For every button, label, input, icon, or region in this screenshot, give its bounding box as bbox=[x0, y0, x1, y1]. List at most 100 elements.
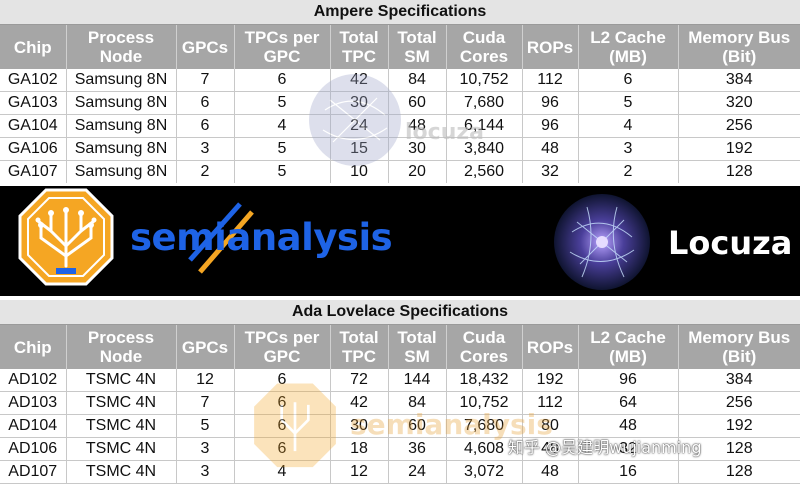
table-cell: Samsung 8N bbox=[66, 115, 176, 138]
table-cell: 30 bbox=[330, 92, 388, 115]
zhihu-watermark: 知乎 @吴建明wujianming bbox=[508, 434, 701, 458]
locuza-wordmark: Locuza bbox=[668, 224, 792, 262]
semianalysis-logo-icon bbox=[16, 186, 116, 294]
column-header-line: Cuda bbox=[447, 328, 522, 347]
table-cell: 3 bbox=[578, 138, 678, 161]
table-cell: 18,432 bbox=[446, 369, 522, 392]
column-header: Memory Bus(Bit) bbox=[678, 325, 800, 369]
column-header-line: ROPs bbox=[523, 338, 578, 357]
column-header: Chip bbox=[0, 325, 66, 369]
column-header-line: Node bbox=[67, 47, 176, 66]
table-cell: Samsung 8N bbox=[66, 138, 176, 161]
table-cell: 384 bbox=[678, 369, 800, 392]
table-cell: 48 bbox=[522, 461, 578, 484]
table-cell: 128 bbox=[678, 461, 800, 484]
table-cell: 384 bbox=[678, 69, 800, 92]
table-cell: Samsung 8N bbox=[66, 69, 176, 92]
table-cell: AD103 bbox=[0, 392, 66, 415]
table-cell: 12 bbox=[176, 369, 234, 392]
column-header-line: Total bbox=[389, 328, 446, 347]
table-cell: 256 bbox=[678, 392, 800, 415]
table-cell: 96 bbox=[522, 92, 578, 115]
table-cell: 6 bbox=[176, 92, 234, 115]
table-cell: 4 bbox=[234, 461, 330, 484]
table-cell: 6 bbox=[234, 438, 330, 461]
column-header-line: Total bbox=[331, 28, 388, 47]
column-header-line: TPCs per bbox=[235, 328, 330, 347]
table-cell: 5 bbox=[176, 415, 234, 438]
table-cell: 5 bbox=[234, 161, 330, 184]
column-header-line: TPC bbox=[331, 47, 388, 66]
table-cell: 7 bbox=[176, 69, 234, 92]
column-header-line: Chip bbox=[0, 38, 66, 57]
table-cell: 2 bbox=[176, 161, 234, 184]
table-cell: 256 bbox=[678, 115, 800, 138]
column-header-line: Node bbox=[67, 347, 176, 366]
column-header-line: SM bbox=[389, 47, 446, 66]
table-cell: 24 bbox=[388, 461, 446, 484]
column-header-line: L2 Cache bbox=[579, 28, 678, 47]
table-cell: TSMC 4N bbox=[66, 438, 176, 461]
table-cell: 3 bbox=[176, 461, 234, 484]
ada-table-title: Ada Lovelace Specifications bbox=[0, 300, 800, 325]
column-header-line: (Bit) bbox=[679, 347, 800, 366]
column-header-line: Cores bbox=[447, 347, 522, 366]
table-cell: AD107 bbox=[0, 461, 66, 484]
table-cell: 128 bbox=[678, 161, 800, 184]
column-header-line: GPCs bbox=[177, 338, 234, 357]
table-cell: 192 bbox=[678, 138, 800, 161]
column-header-line: ROPs bbox=[523, 38, 578, 57]
column-header-line: Total bbox=[331, 328, 388, 347]
table-cell: GA107 bbox=[0, 161, 66, 184]
column-header: Chip bbox=[0, 25, 66, 69]
column-header: GPCs bbox=[176, 325, 234, 369]
ampere-table-title: Ampere Specifications bbox=[0, 0, 800, 25]
table-cell: 192 bbox=[522, 369, 578, 392]
table-cell: 16 bbox=[578, 461, 678, 484]
table-cell: GA104 bbox=[0, 115, 66, 138]
table-cell: GA103 bbox=[0, 92, 66, 115]
table-cell: 2 bbox=[578, 161, 678, 184]
table-cell: AD104 bbox=[0, 415, 66, 438]
table-cell: 42 bbox=[330, 69, 388, 92]
table-cell: 320 bbox=[678, 92, 800, 115]
table-cell: 7 bbox=[176, 392, 234, 415]
table-cell: 96 bbox=[578, 369, 678, 392]
table-cell: 6 bbox=[578, 69, 678, 92]
table-cell: 12 bbox=[330, 461, 388, 484]
locuza-watermark-text: locuza bbox=[405, 120, 484, 145]
table-cell: 64 bbox=[578, 392, 678, 415]
table-cell: GA106 bbox=[0, 138, 66, 161]
semianalysis-wordmark: semianalysis bbox=[130, 216, 392, 259]
table-cell: 32 bbox=[522, 161, 578, 184]
column-header-line: TPCs per bbox=[235, 28, 330, 47]
logo-banner: semianalysis Locuza bbox=[0, 186, 800, 296]
table-cell: Samsung 8N bbox=[66, 92, 176, 115]
column-header-line: Cores bbox=[447, 47, 522, 66]
column-header: ROPs bbox=[522, 325, 578, 369]
table-cell: TSMC 4N bbox=[66, 392, 176, 415]
column-header-line: TPC bbox=[331, 347, 388, 366]
table-cell: 48 bbox=[522, 138, 578, 161]
table-cell: AD102 bbox=[0, 369, 66, 392]
table-cell: 6 bbox=[234, 369, 330, 392]
table-cell: 10 bbox=[330, 161, 388, 184]
table-cell: 60 bbox=[388, 92, 446, 115]
table-cell: Samsung 8N bbox=[66, 161, 176, 184]
table-cell: 144 bbox=[388, 369, 446, 392]
table-cell: 3 bbox=[176, 438, 234, 461]
